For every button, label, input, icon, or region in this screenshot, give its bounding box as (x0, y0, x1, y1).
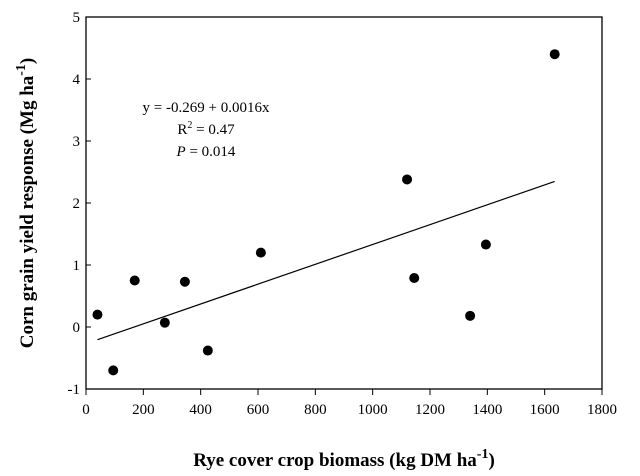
x-tick-label: 200 (132, 402, 155, 418)
data-point (480, 239, 491, 250)
x-axis-ticks: 0 200 400 600 800 1000 1200 1400 1600 1800 (82, 389, 617, 418)
x-tick-label: 1000 (358, 402, 388, 418)
data-points (92, 49, 560, 376)
data-point (549, 49, 560, 60)
y-axis-ticks: -1 0 1 2 3 4 5 (68, 10, 91, 398)
x-axis-title: Rye cover crop biomass (kg DM ha-1) (193, 447, 495, 471)
y-tick-label: 4 (73, 72, 81, 88)
y-tick-label: -1 (68, 382, 81, 398)
data-point (129, 275, 140, 286)
y-axis-title: Corn grain yield response (Mg ha-1) (14, 58, 38, 349)
data-point (465, 310, 476, 321)
x-tick-label: 1200 (415, 402, 445, 418)
y-tick-label: 1 (73, 258, 81, 274)
x-tick-label: 1400 (472, 402, 502, 418)
x-tick-label: 1800 (587, 402, 617, 418)
y-tick-label: 5 (73, 10, 81, 26)
p-value-annotation: P = 0.014 (176, 144, 236, 160)
r-squared-annotation: R2 = 0.47 (177, 120, 235, 138)
y-tick-label: 2 (73, 196, 81, 212)
x-tick-label: 800 (304, 402, 327, 418)
data-point (409, 273, 420, 284)
y-tick-label: 3 (73, 134, 81, 150)
data-point (255, 247, 266, 258)
y-tick-label: 0 (73, 320, 81, 336)
x-tick-label: 600 (247, 402, 270, 418)
x-tick-label: 1600 (530, 402, 560, 418)
data-point (108, 365, 119, 376)
data-point (179, 276, 190, 287)
data-point (92, 309, 103, 320)
equation-annotation: y = -0.269 + 0.0016x (143, 100, 270, 116)
data-point (159, 317, 170, 328)
data-point (402, 174, 413, 185)
x-tick-label: 400 (189, 402, 212, 418)
regression-line (97, 180, 555, 341)
x-tick-label: 0 (82, 402, 90, 418)
plot-frame (85, 16, 603, 390)
data-point (202, 345, 213, 356)
